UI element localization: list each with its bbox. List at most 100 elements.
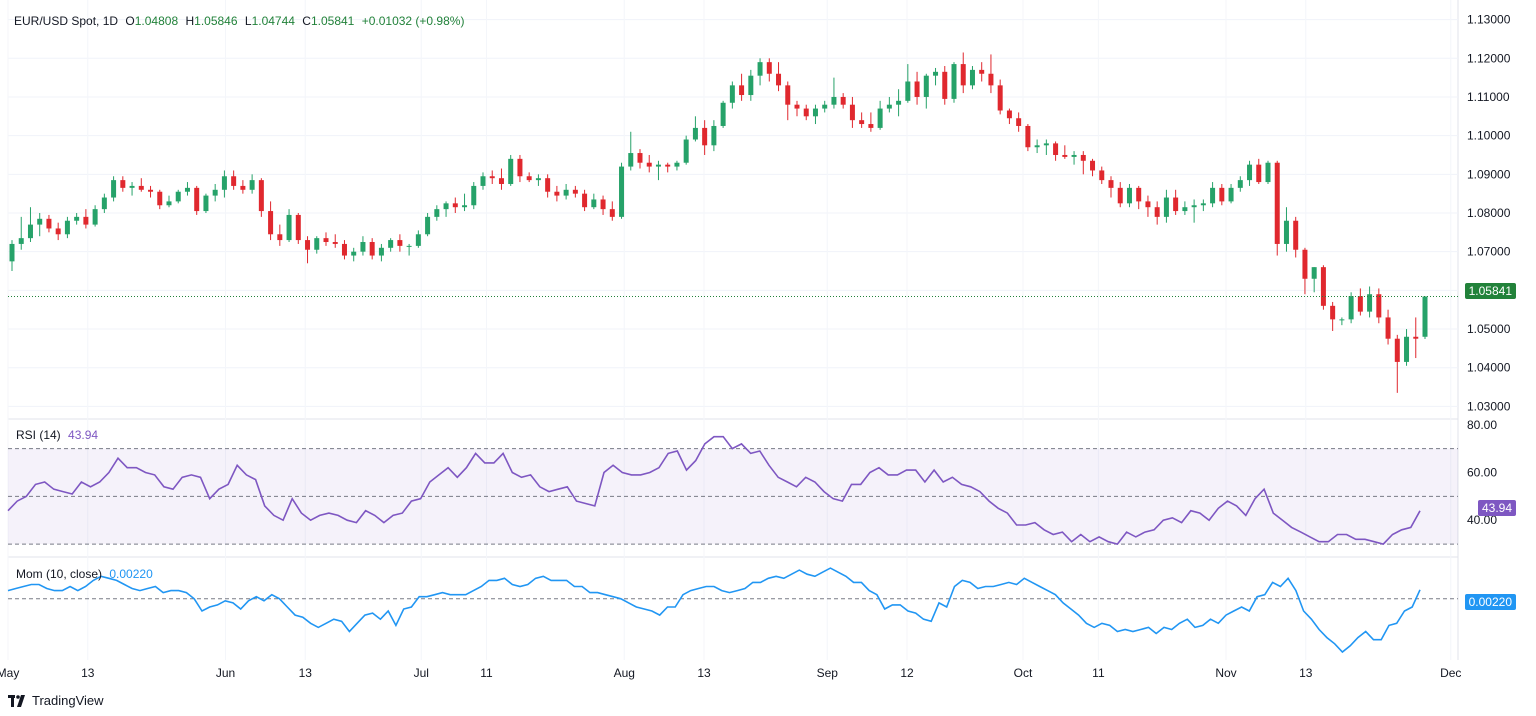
candle-body — [166, 201, 172, 206]
candle-body — [1219, 187, 1225, 202]
candle-body — [563, 189, 569, 196]
last-price-tag: 1.05841 — [1464, 283, 1516, 299]
candle-body — [1247, 164, 1253, 181]
time-tick-label: Sep — [817, 666, 839, 680]
candle-body — [776, 73, 782, 86]
candle-body — [1283, 220, 1289, 244]
candle-body — [1126, 187, 1132, 204]
time-tick-label: Aug — [614, 666, 635, 680]
candle-body — [1367, 294, 1373, 312]
candle-body — [1348, 296, 1354, 320]
price-tick-label: 1.07000 — [1467, 245, 1511, 259]
candle-body — [720, 102, 726, 126]
candle-body — [388, 240, 394, 248]
candle-body — [1293, 220, 1299, 250]
rsi-tick-label: 60.00 — [1467, 465, 1497, 479]
candle-body — [498, 178, 504, 184]
candle-body — [295, 214, 301, 241]
candle-body — [508, 158, 514, 184]
candle-body — [1191, 205, 1197, 208]
candle-body — [1404, 336, 1410, 362]
open-label: O1.04808 — [125, 14, 179, 28]
candle-body — [1006, 110, 1012, 119]
candle-body — [148, 189, 154, 192]
candle-body — [766, 62, 772, 74]
candle-body — [305, 240, 311, 250]
candle-body — [203, 195, 209, 212]
candle-body — [1302, 249, 1308, 279]
candle-body — [591, 199, 597, 208]
candle-body — [1210, 187, 1216, 204]
candle-body — [896, 100, 902, 105]
candle-body — [332, 242, 338, 244]
candle-body — [212, 189, 218, 196]
time-tick-label: Nov — [1215, 666, 1236, 680]
candle-body — [1394, 338, 1400, 362]
candle-body — [545, 178, 551, 192]
candle-body — [1145, 201, 1151, 208]
time-tick-label: 12 — [900, 666, 914, 680]
time-tick-label: 13 — [81, 666, 95, 680]
candle-body — [646, 162, 652, 167]
candle-body — [886, 104, 892, 109]
candle-body — [997, 85, 1003, 111]
candle-body — [951, 64, 957, 99]
price-tick-label: 1.10000 — [1467, 129, 1511, 143]
grid-lines — [7, 0, 1459, 660]
candle-body — [840, 96, 846, 105]
candle-body — [443, 203, 449, 210]
candle-body — [1053, 143, 1059, 155]
candle-body — [1200, 203, 1206, 206]
candle-body — [933, 71, 939, 76]
price-tick-label: 1.13000 — [1467, 13, 1511, 27]
candle-body — [1034, 145, 1040, 148]
candle-body — [18, 238, 24, 244]
candle-body — [905, 81, 911, 101]
candle-body — [1376, 294, 1382, 318]
candle-body — [942, 71, 948, 99]
time-tick-label: May — [0, 666, 19, 680]
candle-body — [748, 75, 754, 96]
candle-body — [1182, 207, 1188, 212]
price-tick-label: 1.09000 — [1467, 167, 1511, 181]
candle-body — [1136, 187, 1142, 202]
brand-label: TradingView — [32, 693, 104, 708]
candle-body — [831, 96, 837, 105]
price-tick-label: 1.12000 — [1467, 51, 1511, 65]
candle-body — [1330, 305, 1336, 320]
candle-body — [1265, 162, 1271, 183]
candle-body — [674, 162, 680, 167]
candle-body — [757, 62, 763, 76]
rsi-value-tag: 43.94 — [1477, 500, 1516, 516]
candle-body — [960, 64, 966, 86]
candle-body — [1311, 267, 1317, 279]
time-tick-label: 13 — [1299, 666, 1313, 680]
candle-body — [979, 69, 985, 74]
momentum-pane — [7, 567, 1458, 654]
candle-body — [1108, 180, 1114, 188]
candle-body — [341, 243, 347, 256]
candle-body — [628, 153, 634, 167]
candle-body — [1320, 267, 1326, 306]
candle-body — [868, 124, 874, 128]
candle-body — [37, 218, 43, 225]
candle-body — [471, 185, 477, 206]
candle-body — [231, 176, 237, 186]
candle-body — [702, 127, 708, 146]
candle-body — [1228, 187, 1234, 202]
time-tick-label: Jul — [414, 666, 429, 680]
main-legend: EUR/USD Spot, 1D O1.04808 H1.05846 L1.04… — [14, 14, 468, 28]
rsi-tick-label: 80.00 — [1467, 418, 1497, 432]
candle-body — [129, 185, 135, 188]
candle-body — [101, 197, 107, 210]
candle-body — [877, 108, 883, 128]
candle-body — [55, 228, 61, 235]
candle-body — [277, 234, 283, 241]
tradingview-brand[interactable]: TradingView — [8, 693, 104, 708]
candle-body — [111, 180, 117, 198]
candle-body — [785, 85, 791, 105]
candle-body — [480, 176, 486, 186]
price-tick-label: 1.03000 — [1467, 399, 1511, 413]
candle-body — [794, 104, 800, 109]
